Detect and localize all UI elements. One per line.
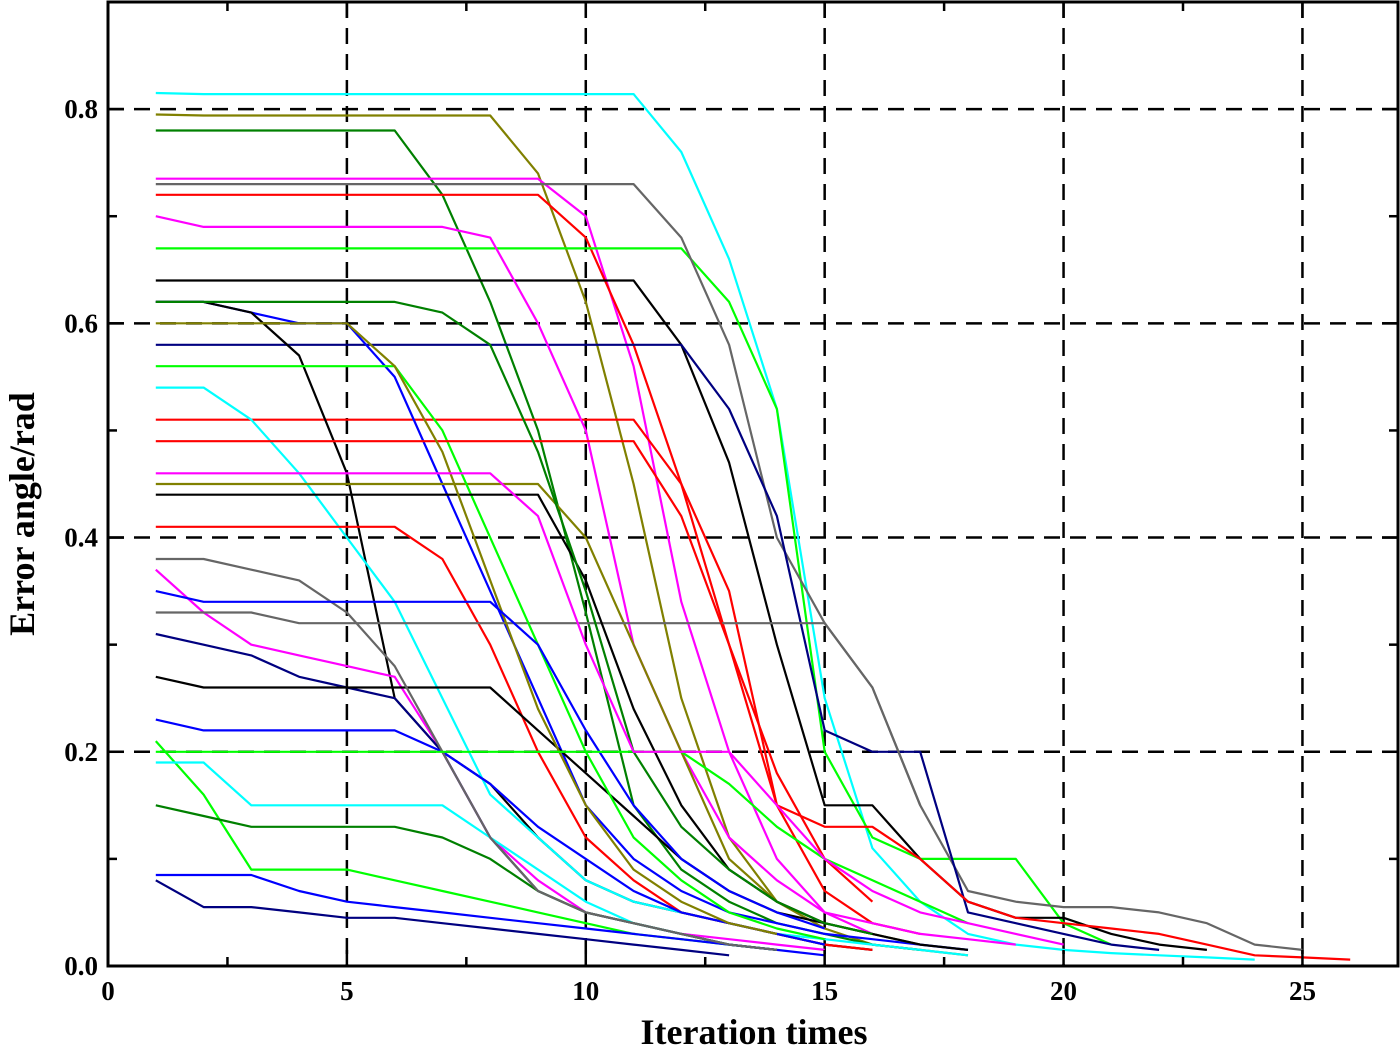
series-line-4 [155, 177, 873, 935]
y-tick-label: 0.0 [64, 951, 98, 981]
tick-layer [108, 2, 1398, 966]
series-line-10 [155, 418, 1351, 961]
series-line-1 [155, 91, 1255, 961]
series-line-5 [155, 193, 921, 935]
series-line-21 [155, 718, 825, 946]
series-line-35 [155, 472, 1064, 946]
series-line-11 [155, 300, 969, 951]
series-layer [154, 91, 1351, 961]
x-tick-label: 25 [1289, 976, 1316, 1006]
series-line-31 [155, 300, 873, 935]
series-line-14 [155, 386, 969, 957]
series-line-25 [155, 873, 825, 957]
series-line-29 [155, 440, 874, 903]
series-line-6 [155, 247, 1112, 946]
series-line-27 [155, 557, 778, 951]
series-line-12 [155, 215, 1016, 946]
series-line-23 [155, 761, 682, 935]
series-line-7 [155, 279, 1208, 951]
y-axis-title: Error angle/rad [2, 392, 42, 636]
series-line-26 [155, 879, 730, 957]
series-line-22 [154, 740, 778, 951]
x-tick-labels: 0 5 10 15 20 25 [101, 976, 1316, 1006]
x-tick-label: 10 [572, 976, 599, 1006]
series-line-30 [155, 493, 826, 925]
plot-frame [106, 0, 1400, 968]
series-line-15 [155, 482, 921, 946]
y-tick-label: 0.2 [64, 737, 98, 767]
y-tick-labels: 0.0 0.2 0.4 0.6 0.8 [64, 94, 98, 981]
x-axis-title: Iteration times [641, 1012, 868, 1048]
x-tick-label: 5 [340, 976, 354, 1006]
series-line-28 [155, 365, 825, 941]
x-tick-label: 0 [101, 976, 115, 1006]
x-tick-label: 20 [1050, 976, 1077, 1006]
y-tick-label: 0.6 [64, 308, 98, 338]
grid-layer [108, 2, 1398, 966]
series-line-33 [155, 590, 826, 930]
series-line-24 [155, 804, 778, 951]
axes-box [106, 0, 1400, 968]
series-line-32 [155, 322, 778, 935]
y-tick-label: 0.4 [64, 523, 98, 553]
y-tick-label: 0.8 [64, 94, 98, 124]
series-line-9 [155, 343, 1160, 951]
series-line-2 [155, 113, 969, 957]
series-line-8 [155, 183, 1303, 951]
series-line-19 [155, 611, 922, 806]
x-tick-label: 15 [811, 976, 838, 1006]
series-line-34 [155, 750, 969, 925]
